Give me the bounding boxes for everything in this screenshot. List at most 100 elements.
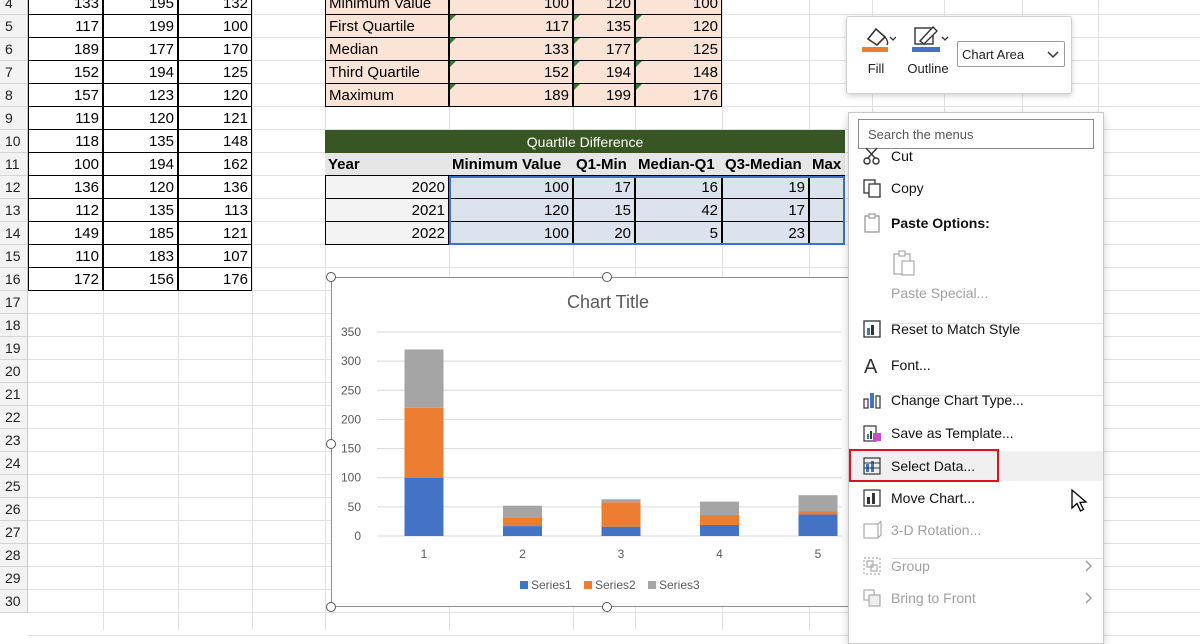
stats-value-cell[interactable]: 133 <box>449 38 573 61</box>
data-cell[interactable]: 194 <box>103 61 178 84</box>
selected-cell[interactable]: 42 <box>635 199 722 222</box>
row-header-26[interactable]: 26 <box>0 498 28 521</box>
outline-button[interactable]: Outline <box>901 23 955 85</box>
selected-cell[interactable]: 15 <box>573 199 635 222</box>
data-cell[interactable]: 100 <box>28 153 103 176</box>
row-header-9[interactable]: 9 <box>0 107 28 130</box>
header-cell[interactable]: Year <box>325 153 449 176</box>
header-cell[interactable]: Q3-Median <box>722 153 809 176</box>
row-header-11[interactable]: 11 <box>0 153 28 176</box>
stats-label-cell[interactable]: First Quartile <box>325 15 449 38</box>
stacked-bar-chart[interactable]: Chart Title 0 50 100 150 200 250 300 350 1 2 3 4 5 Ser… <box>332 278 850 606</box>
resize-handle[interactable] <box>326 439 336 449</box>
search-menus-input[interactable]: Search the menus <box>858 119 1094 149</box>
selected-cell[interactable]: 23 <box>722 222 809 245</box>
row-header-6[interactable]: 6 <box>0 38 28 61</box>
stats-label-cell[interactable]: Maximum <box>325 84 449 107</box>
row-header-23[interactable]: 23 <box>0 429 28 452</box>
selected-cell[interactable]: 19 <box>722 176 809 199</box>
menu-item-cut[interactable]: Cut <box>849 141 1103 171</box>
year-cell[interactable]: 2020 <box>325 176 449 199</box>
data-cell[interactable]: 185 <box>103 222 178 245</box>
row-header-29[interactable]: 29 <box>0 567 28 590</box>
header-cell[interactable]: Minimum Value <box>449 153 573 176</box>
data-cell[interactable]: 136 <box>178 176 252 199</box>
data-cell[interactable]: 149 <box>28 222 103 245</box>
header-cell[interactable]: Median-Q1 <box>635 153 722 176</box>
data-cell[interactable]: 133 <box>28 0 103 15</box>
row-header-13[interactable]: 13 <box>0 199 28 222</box>
data-cell[interactable]: 120 <box>178 84 252 107</box>
row-header-20[interactable]: 20 <box>0 360 28 383</box>
row-header-4[interactable]: 4 <box>0 0 28 15</box>
data-cell[interactable]: 170 <box>178 38 252 61</box>
row-header-25[interactable]: 25 <box>0 475 28 498</box>
data-cell[interactable]: 120 <box>103 107 178 130</box>
data-cell[interactable]: 135 <box>103 130 178 153</box>
menu-item-paste-options[interactable]: Paste Options: <box>849 208 1103 238</box>
selected-cell[interactable]: 16 <box>635 176 722 199</box>
stats-label-cell[interactable]: Minimum Value <box>325 0 449 15</box>
data-cell[interactable]: 194 <box>103 153 178 176</box>
row-header-19[interactable]: 19 <box>0 337 28 360</box>
selected-cell[interactable] <box>809 222 845 245</box>
menu-item-save-as-template[interactable]: Save as Template... <box>849 418 1103 448</box>
row-header-16[interactable]: 16 <box>0 268 28 291</box>
stats-value-cell[interactable]: 177 <box>573 38 635 61</box>
selected-cell[interactable]: 20 <box>573 222 635 245</box>
menu-item-font[interactable]: A Font... <box>849 350 1103 380</box>
stats-value-cell[interactable]: 120 <box>573 0 635 15</box>
stats-value-cell[interactable]: 148 <box>635 61 722 84</box>
data-cell[interactable]: 135 <box>103 199 178 222</box>
stats-value-cell[interactable]: 199 <box>573 84 635 107</box>
data-cell[interactable]: 172 <box>28 268 103 291</box>
data-cell[interactable]: 125 <box>178 61 252 84</box>
data-cell[interactable]: 176 <box>178 268 252 291</box>
menu-item-move-chart[interactable]: Move Chart... <box>849 483 1103 513</box>
stats-value-cell[interactable]: 100 <box>449 0 573 15</box>
data-cell[interactable]: 112 <box>28 199 103 222</box>
stats-label-cell[interactable]: Median <box>325 38 449 61</box>
stats-value-cell[interactable]: 176 <box>635 84 722 107</box>
selected-cell[interactable]: 100 <box>449 222 573 245</box>
row-header-15[interactable]: 15 <box>0 245 28 268</box>
chart-area[interactable]: Chart Title 0 50 100 150 200 250 300 350 1 2 3 4 5 Ser… <box>331 277 851 607</box>
data-cell[interactable]: 118 <box>28 130 103 153</box>
data-cell[interactable]: 107 <box>178 245 252 268</box>
resize-handle[interactable] <box>326 272 336 282</box>
data-cell[interactable]: 119 <box>28 107 103 130</box>
menu-item-change-chart-type[interactable]: Change Chart Type... <box>849 385 1103 415</box>
data-cell[interactable]: 189 <box>28 38 103 61</box>
resize-handle[interactable] <box>326 602 336 612</box>
data-cell[interactable]: 177 <box>103 38 178 61</box>
stats-value-cell[interactable]: 189 <box>449 84 573 107</box>
stats-value-cell[interactable]: 152 <box>449 61 573 84</box>
data-cell[interactable]: 195 <box>103 0 178 15</box>
stats-value-cell[interactable]: 135 <box>573 15 635 38</box>
fill-button[interactable]: Fill <box>849 23 903 85</box>
row-header-14[interactable]: 14 <box>0 222 28 245</box>
row-header-27[interactable]: 27 <box>0 521 28 544</box>
resize-handle[interactable] <box>602 602 612 612</box>
data-cell[interactable]: 121 <box>178 222 252 245</box>
row-header-12[interactable]: 12 <box>0 176 28 199</box>
selected-cell[interactable]: 17 <box>722 199 809 222</box>
selected-cell[interactable]: 5 <box>635 222 722 245</box>
row-header-18[interactable]: 18 <box>0 314 28 337</box>
stats-value-cell[interactable]: 100 <box>635 0 722 15</box>
row-header-7[interactable]: 7 <box>0 61 28 84</box>
year-cell[interactable]: 2021 <box>325 199 449 222</box>
stats-value-cell[interactable]: 120 <box>635 15 722 38</box>
row-header-22[interactable]: 22 <box>0 406 28 429</box>
data-cell[interactable]: 110 <box>28 245 103 268</box>
data-cell[interactable]: 113 <box>178 199 252 222</box>
row-header-30[interactable]: 30 <box>0 590 28 613</box>
selected-cell[interactable] <box>809 176 845 199</box>
data-cell[interactable]: 117 <box>28 15 103 38</box>
data-cell[interactable]: 156 <box>103 268 178 291</box>
quartile-title-cell[interactable]: Quartile Difference <box>325 130 845 153</box>
data-cell[interactable]: 136 <box>28 176 103 199</box>
data-cell[interactable]: 152 <box>28 61 103 84</box>
row-header-10[interactable]: 10 <box>0 130 28 153</box>
